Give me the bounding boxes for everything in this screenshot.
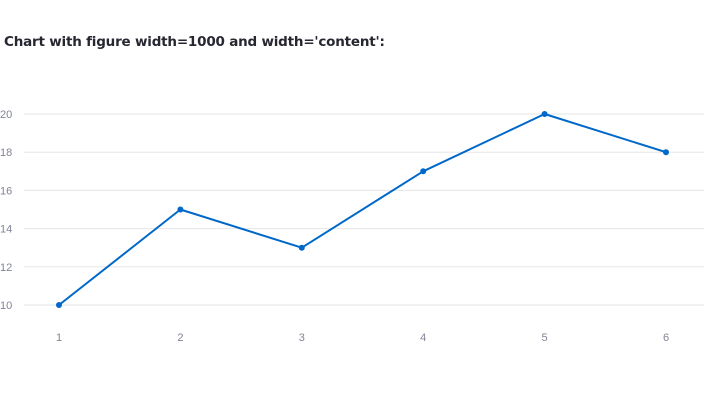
series-layer [56,111,669,308]
series-line-0 [58,113,667,306]
data-point-0-4 [420,168,427,175]
x-tick-label-2: 2 [177,332,183,344]
y-tick-label-18: 18 [0,147,12,159]
gridlines [24,113,704,306]
y-tick-label-16: 16 [0,185,12,197]
x-tick-label-3: 3 [299,332,305,344]
x-axis-ticks: 1 2 3 4 5 6 [56,332,669,344]
y-tick-label-12: 12 [0,262,12,274]
y-axis-ticks: 10 12 14 16 18 20 [0,109,12,312]
y-tick-label-20: 20 [0,109,12,121]
data-point-0-3 [298,244,305,251]
data-point-0-1 [56,302,62,308]
y-tick-label-14: 14 [0,224,12,236]
x-tick-label-6: 6 [663,332,669,344]
page-heading: Chart with figure width=1000 and width='… [4,34,385,50]
x-tick-label-1: 1 [56,332,62,344]
data-point-0-2 [177,206,184,213]
data-point-0-6 [663,149,669,156]
x-tick-label-4: 4 [420,332,426,344]
data-point-0-5 [541,111,548,117]
y-tick-label-10: 10 [0,300,12,312]
x-tick-label-5: 5 [542,332,548,344]
